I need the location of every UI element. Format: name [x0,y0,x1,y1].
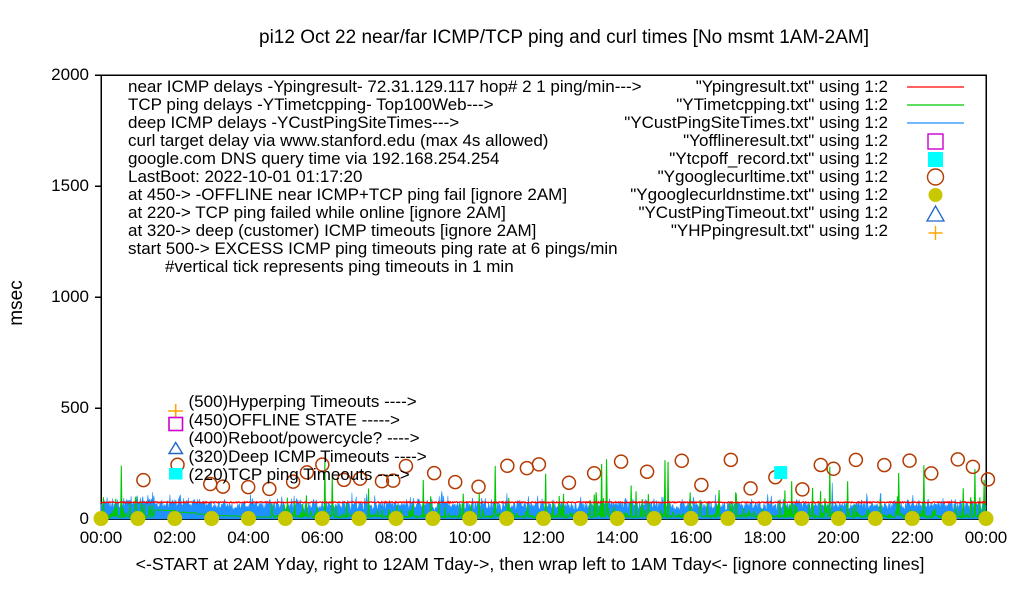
svg-text:LastBoot: 2022-10-01 01:17:20: LastBoot: 2022-10-01 01:17:20 [128,167,362,186]
svg-text:1000: 1000 [51,287,89,306]
svg-text:deep ICMP delays -YCustPingSit: deep ICMP delays -YCustPingSiteTimes---> [128,113,459,132]
svg-text:"Ypingresult.txt" using 1:2: "Ypingresult.txt" using 1:2 [696,77,888,96]
svg-text:2000: 2000 [51,65,89,84]
svg-text:(500)Hyperping Timeouts ---->: (500)Hyperping Timeouts ----> [189,392,417,411]
svg-text:18:00: 18:00 [743,528,786,547]
svg-text:16:00: 16:00 [670,528,713,547]
svg-text:msec: msec [6,280,27,325]
svg-text:start 500-> EXCESS ICMP ping t: start 500-> EXCESS ICMP ping timeouts pi… [128,239,618,258]
svg-text:06:00: 06:00 [301,528,344,547]
svg-text:(320)Deep ICMP Timeouts ---->: (320)Deep ICMP Timeouts ----> [189,447,427,466]
svg-text:"Yofflineresult.txt" using 1:2: "Yofflineresult.txt" using 1:2 [683,131,888,150]
svg-text:10:00: 10:00 [448,528,491,547]
svg-text:"Ygooglecurltime.txt" using 1:: "Ygooglecurltime.txt" using 1:2 [658,167,888,186]
svg-text:"YCustPingTimeout.txt" using 1: "YCustPingTimeout.txt" using 1:2 [638,203,888,222]
svg-text:"Ytcpoff_record.txt" using 1:2: "Ytcpoff_record.txt" using 1:2 [669,149,888,168]
svg-text:20:00: 20:00 [817,528,860,547]
svg-text:12:00: 12:00 [522,528,565,547]
svg-text:<-START at 2AM Yday, right to: <-START at 2AM Yday, right to 12AM Tday-… [136,554,925,574]
svg-text:google.com DNS query time via: google.com DNS query time via 192.168.25… [128,149,499,168]
svg-text:near ICMP delays -Ypingresult-: near ICMP delays -Ypingresult- 72.31.129… [128,77,642,96]
svg-text:"YTimetcpping.txt" using 1:2: "YTimetcpping.txt" using 1:2 [676,95,888,114]
svg-text:"YHPpingresult.txt" using 1:2: "YHPpingresult.txt" using 1:2 [671,221,888,240]
svg-text:0: 0 [80,509,89,528]
svg-text:pi12 Oct 22 near/far ICMP/TCP: pi12 Oct 22 near/far ICMP/TCP ping and c… [259,27,869,48]
svg-text:at 320-> deep (customer) ICMP: at 320-> deep (customer) ICMP timeouts [… [128,221,536,240]
svg-text:02:00: 02:00 [153,528,196,547]
svg-text:1500: 1500 [51,176,89,195]
svg-text:"Ygooglecurldnstime.txt" using: "Ygooglecurldnstime.txt" using 1:2 [630,185,888,204]
svg-text:at 450-> -OFFLINE near ICMP+TC: at 450-> -OFFLINE near ICMP+TCP ping fai… [128,185,567,204]
svg-text:curl target delay via www.stan: curl target delay via www.stanford.edu (… [128,131,548,150]
svg-text:"YCustPingSiteTimes.txt" using: "YCustPingSiteTimes.txt" using 1:2 [624,113,888,132]
svg-text:08:00: 08:00 [375,528,418,547]
svg-text:TCP ping delays -YTimetcpping-: TCP ping delays -YTimetcpping- Top100Web… [128,95,494,114]
svg-text:#vertical tick represents ping: #vertical tick represents ping timeouts … [165,257,514,276]
svg-text:(220)TCP ping Timeouts ---->: (220)TCP ping Timeouts ----> [189,465,410,484]
svg-text:00:00: 00:00 [80,528,123,547]
svg-text:(450)OFFLINE STATE ----->: (450)OFFLINE STATE -----> [189,410,400,429]
svg-text:00:00: 00:00 [965,528,1008,547]
svg-text:22:00: 22:00 [891,528,934,547]
svg-text:(400)Reboot/powercycle? ---->: (400)Reboot/powercycle? ----> [189,429,420,448]
svg-text:04:00: 04:00 [227,528,270,547]
svg-text:14:00: 14:00 [596,528,639,547]
svg-text:500: 500 [61,398,89,417]
svg-text:at 220-> TCP ping failed while: at 220-> TCP ping failed while online [i… [128,203,506,222]
